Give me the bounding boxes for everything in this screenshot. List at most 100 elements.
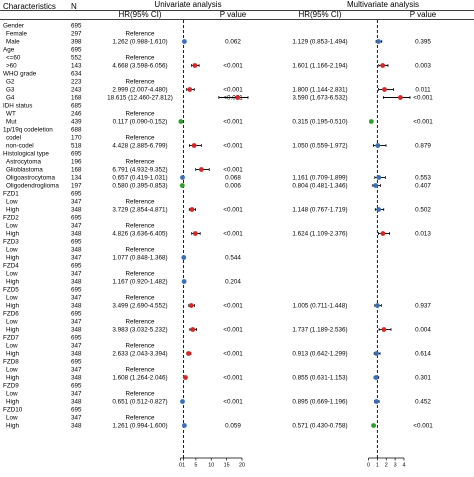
forest-panels: 0 1 5 10 15 20 0 1 2 3 4 bbox=[178, 20, 411, 469]
univariate-p-value: 0.006 bbox=[225, 183, 241, 190]
hr-point bbox=[376, 175, 382, 180]
row-label: FZD6 bbox=[3, 311, 19, 318]
univariate-hr-ci: Reference bbox=[125, 247, 155, 254]
table-row: Low 347 Reference bbox=[6, 199, 155, 206]
row-label: FZD9 bbox=[3, 383, 19, 390]
row-n: 168 bbox=[71, 95, 82, 102]
row-n: 196 bbox=[71, 159, 82, 166]
row-label: High bbox=[6, 231, 19, 238]
table-row: Age 695 bbox=[3, 47, 82, 54]
univariate-p-value: <0.001 bbox=[223, 95, 243, 102]
row-n: 688 bbox=[71, 127, 82, 134]
multivariate-hr-ci: 0.895 (0.669-1.196) bbox=[292, 399, 347, 406]
table-row: Astrocytoma 196 Reference bbox=[6, 159, 155, 166]
table-row: High 348 0.651 (0.512-0.827) <0.001 0.895 (0… bbox=[6, 399, 431, 406]
hr-point bbox=[381, 327, 387, 332]
table-row: High 348 2.633 (2.043-3.394) <0.001 0.913 (0… bbox=[6, 351, 431, 358]
row-n: 348 bbox=[71, 399, 82, 406]
univariate-hr-ci: 4.428 (2.885-6.799) bbox=[112, 143, 167, 150]
univariate-hr-ci: 1.077 (0.848-1.368) bbox=[112, 255, 167, 262]
table-row: FZD1 695 bbox=[3, 191, 82, 198]
row-label: Astrocytoma bbox=[6, 159, 41, 166]
row-label: FZD7 bbox=[3, 335, 19, 342]
hr-point bbox=[183, 375, 188, 380]
row-label: High bbox=[6, 207, 19, 214]
table-row: High 348 1.608 (1.264-2.046) <0.001 0.855 (0… bbox=[6, 375, 431, 382]
univariate-p-value: 0.059 bbox=[225, 423, 241, 430]
x-tick-label: 1 bbox=[376, 463, 379, 469]
univariate-p-value: <0.001 bbox=[223, 399, 243, 406]
x-tick-label: 20 bbox=[239, 463, 245, 469]
row-label: FZD1 bbox=[3, 191, 19, 198]
hr-point bbox=[375, 303, 380, 308]
hr-point bbox=[235, 95, 241, 100]
row-n: 348 bbox=[71, 423, 82, 430]
univariate-hr-ci: Reference bbox=[125, 55, 155, 62]
row-n: 695 bbox=[71, 47, 82, 54]
univariate-hr-ci: 0.117 (0.090-0.152) bbox=[113, 119, 168, 126]
row-n: 398 bbox=[71, 39, 82, 46]
x-tick-label: 3 bbox=[394, 463, 397, 469]
row-n: 197 bbox=[71, 183, 82, 190]
table-row: Low 347 Reference bbox=[6, 343, 155, 350]
hr-point bbox=[373, 375, 379, 380]
row-n: 695 bbox=[71, 359, 82, 366]
multivariate-p-value: 0.452 bbox=[415, 399, 431, 406]
hr-point bbox=[380, 231, 386, 236]
row-n: 695 bbox=[71, 23, 82, 30]
row-n: 439 bbox=[71, 119, 82, 126]
row-label: High bbox=[6, 399, 19, 406]
row-n: 134 bbox=[71, 175, 82, 182]
multivariate-p-value: 0.003 bbox=[415, 63, 431, 70]
row-label: FZD3 bbox=[3, 239, 19, 246]
table-row: Oligoastrocytoma 134 0.657 (0.419-1.031) 0.… bbox=[6, 175, 431, 182]
univariate-hr-ci: Reference bbox=[125, 135, 155, 142]
univariate-p-value: <0.001 bbox=[223, 87, 243, 94]
row-n: 347 bbox=[71, 367, 82, 374]
row-label: High bbox=[6, 375, 19, 382]
univariate-hr-ci: 1.608 (1.264-2.046) bbox=[112, 375, 167, 382]
hr-point bbox=[374, 351, 380, 356]
row-n: 695 bbox=[71, 215, 82, 222]
multivariate-title: Multivariate analysis bbox=[347, 0, 419, 9]
hr-point bbox=[368, 119, 374, 124]
univariate-hr-ci: Reference bbox=[125, 391, 155, 398]
table-row: Oligodendroglioma 197 0.580 (0.395-0.853) 0… bbox=[6, 183, 431, 190]
multivariate-hr-ci: 1.624 (1.109-2.376) bbox=[292, 231, 347, 238]
table-row: Male 398 1.262 (0.988-1.610) 0.062 1.129 (0.… bbox=[6, 39, 431, 46]
multivariate-p-value: 0.004 bbox=[415, 327, 431, 334]
multivariate-hr-ci: 1.601 (1.166-2.194) bbox=[292, 63, 347, 70]
row-n: 685 bbox=[71, 103, 82, 110]
table-row: FZD9 695 bbox=[3, 383, 82, 390]
hr-point bbox=[380, 63, 386, 68]
row-label: <=60 bbox=[6, 55, 21, 62]
row-n: 695 bbox=[71, 335, 82, 342]
hr-point bbox=[186, 351, 191, 356]
univariate-p-value: <0.001 bbox=[223, 119, 243, 126]
table-row: FZD3 695 bbox=[3, 239, 82, 246]
table-row: Low 347 Reference bbox=[6, 295, 155, 302]
univariate-p-value: <0.001 bbox=[223, 351, 243, 358]
row-label: G3 bbox=[6, 87, 15, 94]
characteristics-header: Characteristics bbox=[3, 2, 56, 11]
table-row: >60 143 4.668 (3.598-6.056) <0.001 1.601 (1.… bbox=[6, 63, 431, 70]
univariate-p-value: <0.001 bbox=[223, 375, 243, 382]
row-n: 695 bbox=[71, 191, 82, 198]
row-label: Female bbox=[6, 31, 27, 38]
row-n: 246 bbox=[71, 111, 82, 118]
row-label: Low bbox=[6, 247, 18, 254]
row-n: 695 bbox=[71, 383, 82, 390]
univariate-hr-ci: Reference bbox=[125, 31, 155, 38]
multivariate-p-value: 0.013 bbox=[415, 231, 431, 238]
hr-point bbox=[180, 399, 185, 404]
row-label: High bbox=[6, 303, 19, 310]
row-n: 695 bbox=[71, 287, 82, 294]
hr-point bbox=[180, 175, 185, 180]
row-label: >60 bbox=[6, 63, 17, 70]
table-rows: Gender 695 Female 297 Reference Male 398 1.262 … bbox=[3, 23, 433, 430]
table-row: High 348 3.983 (3.032-5.232) <0.001 1.737 (1… bbox=[6, 327, 431, 334]
multivariate-hr-ci: 1.129 (0.853-1.494) bbox=[292, 39, 347, 46]
multivariate-hr-ci: 0.571 (0.430-0.758) bbox=[292, 423, 347, 430]
univariate-p-value: 0.204 bbox=[225, 279, 241, 286]
